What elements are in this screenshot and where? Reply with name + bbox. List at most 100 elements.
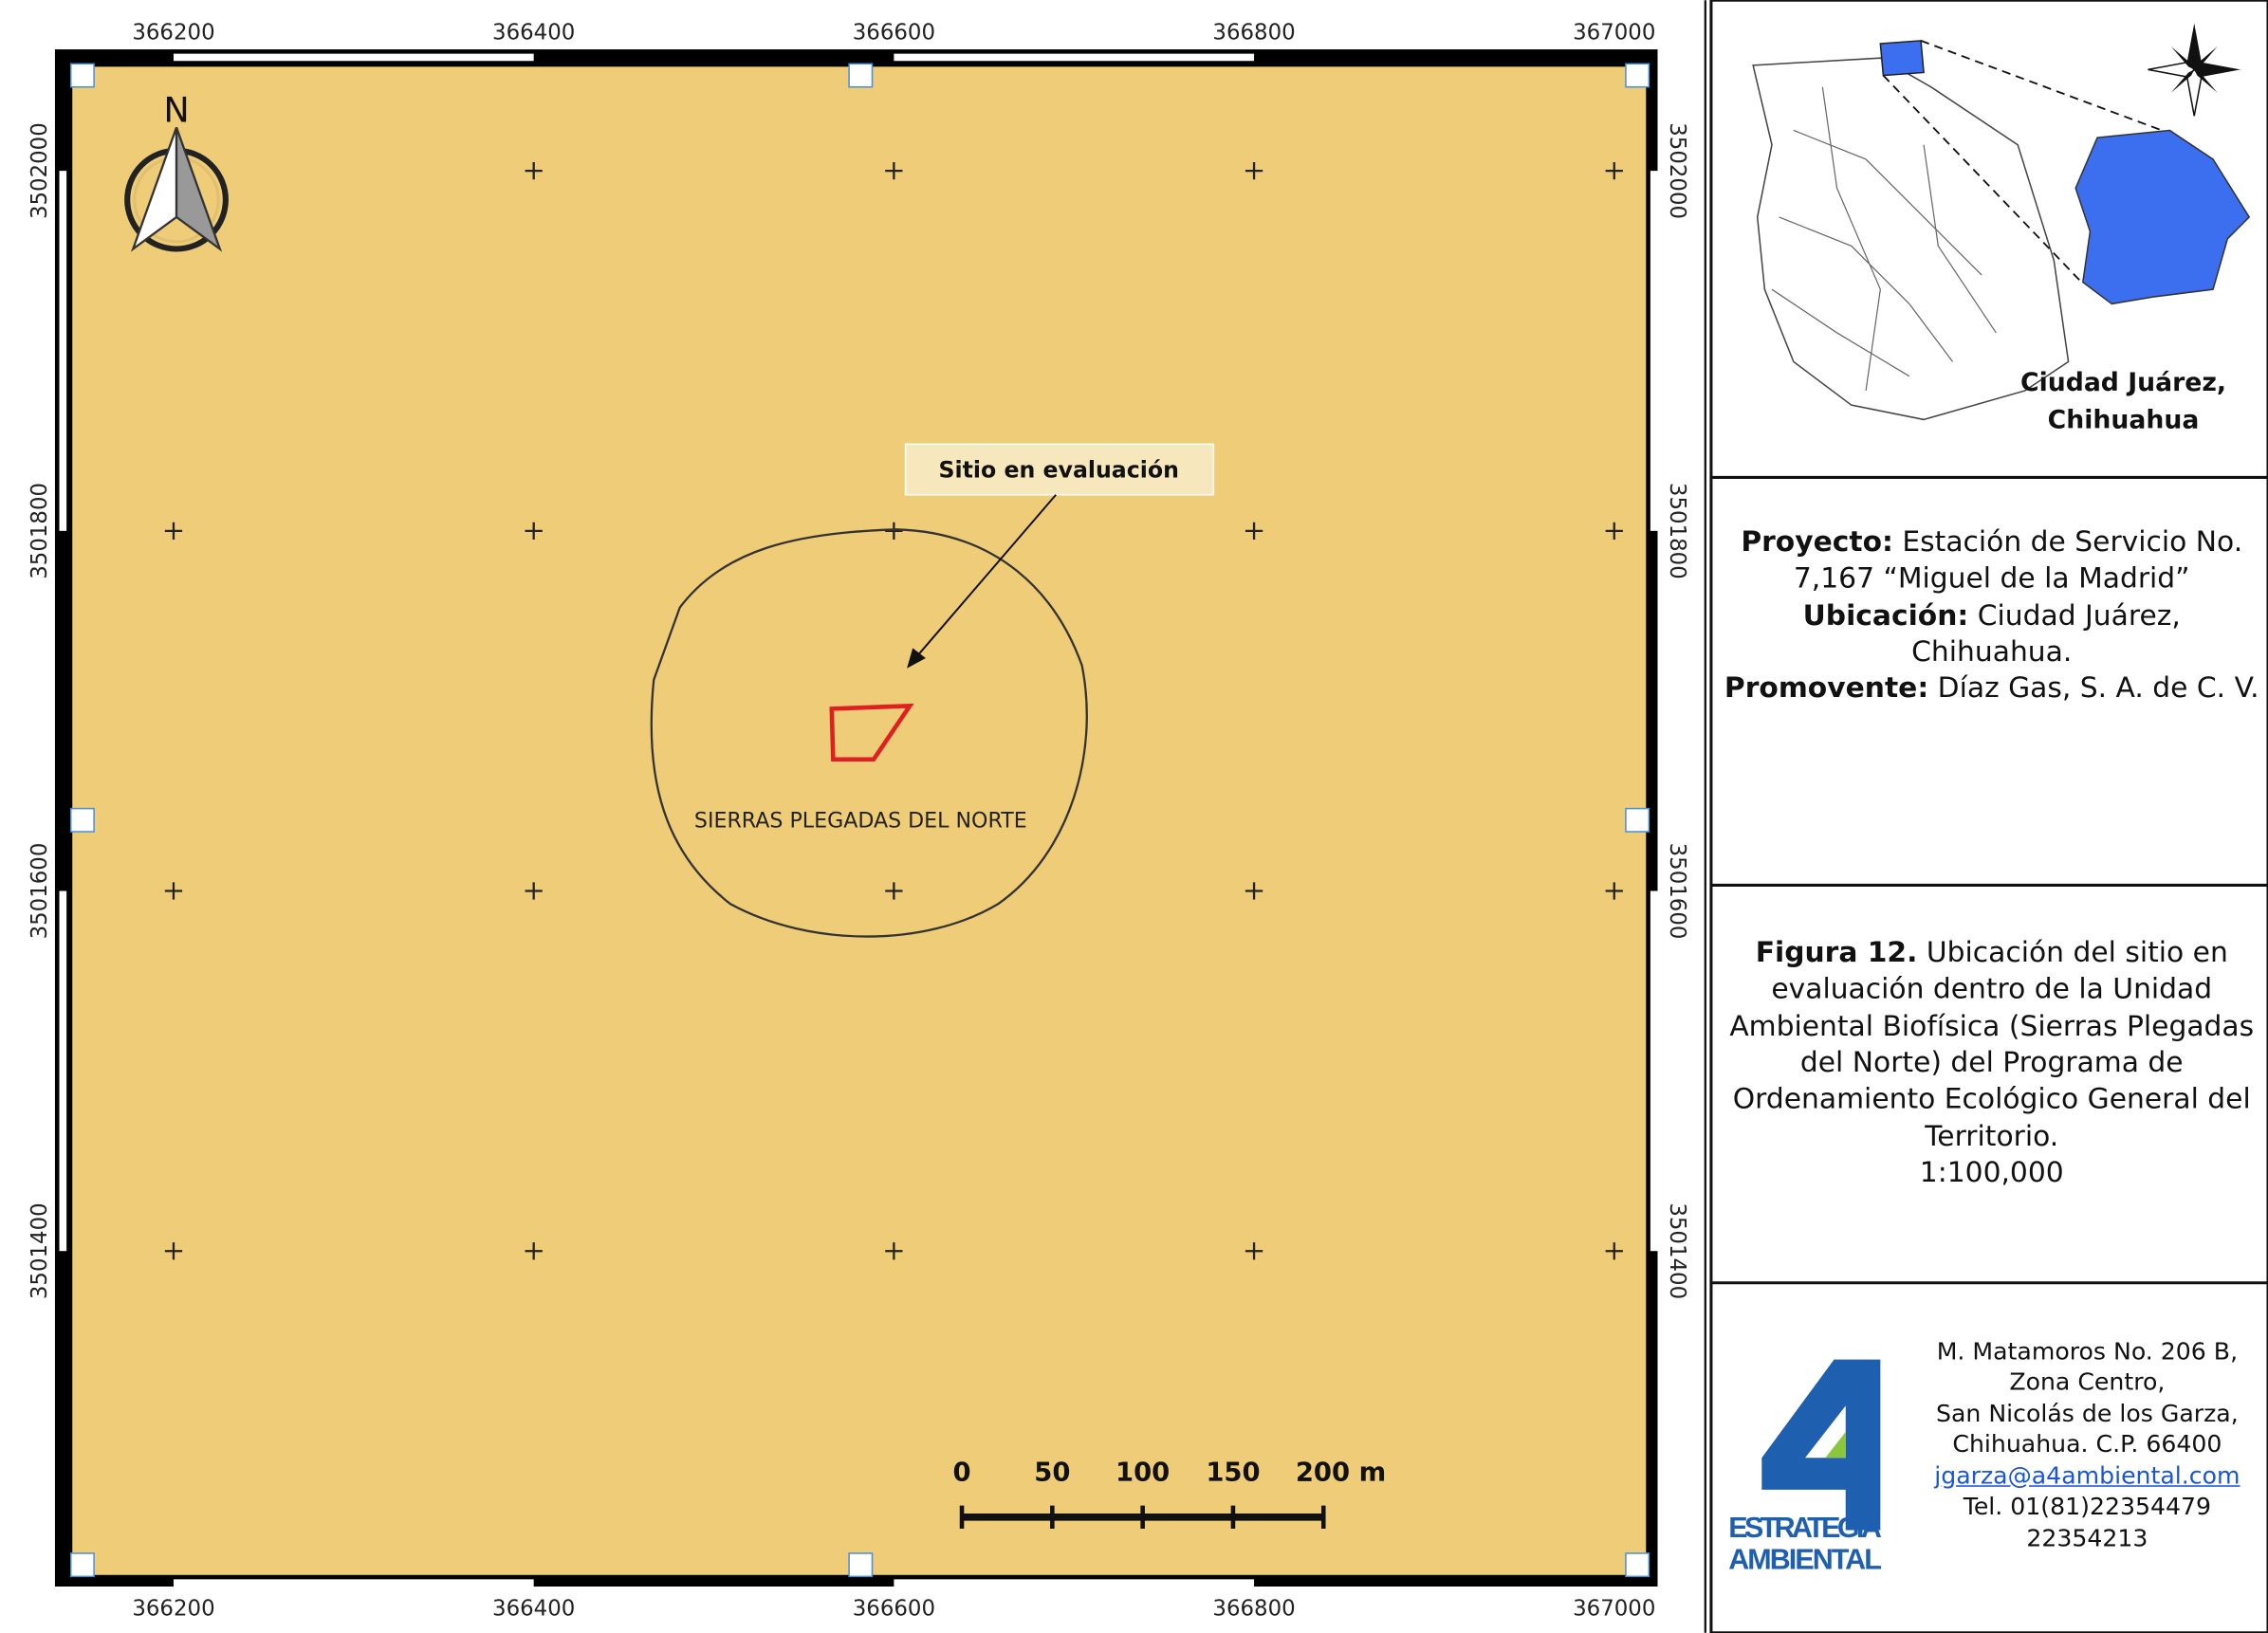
x-coord-label: 366600	[853, 20, 935, 45]
frame-segment	[894, 53, 1255, 62]
frame-marker	[69, 63, 95, 88]
phone-line: Tel. 01(81)22354479	[1963, 1493, 2212, 1521]
figure-label: Figura 12.	[1755, 935, 1918, 969]
project-label: Proyecto:	[1741, 524, 1893, 559]
figure-box: Figura 12. Ubicación del sitio en evalua…	[1719, 934, 2265, 1191]
frame-marker	[69, 807, 95, 833]
scale-label: 0	[952, 1459, 970, 1488]
email-line: jgarza@a4ambiental.com	[1907, 1460, 2268, 1492]
x-coord-label: 367000	[1573, 1596, 1655, 1621]
address-box: M. Matamoros No. 206 B,Zona Centro, San N…	[1907, 1336, 2268, 1553]
x-coord-label: 366600	[853, 1596, 935, 1621]
grid-cross	[1605, 1242, 1623, 1260]
scale-bar: 0 50 100 150 200 m	[952, 1459, 1386, 1529]
location-value: Ciudad Juárez, Chihuahua.	[1911, 598, 2181, 669]
grid-cross	[885, 522, 903, 540]
scale-label: 150	[1206, 1459, 1260, 1488]
address-line: Zona Centro,	[2009, 1368, 2166, 1397]
frame-segment	[173, 53, 534, 62]
project-box: Proyecto: Estación de Servicio No. 7,167…	[1719, 523, 2265, 706]
x-coord-label: 366800	[1212, 20, 1295, 45]
frame-marker	[1625, 1552, 1650, 1578]
grid-cross	[1605, 882, 1623, 900]
grid-cross	[1605, 161, 1623, 180]
address: M. Matamoros No. 206 B, Zona Centro, San N…	[1907, 1336, 2268, 1553]
phone-line: 22354213	[2026, 1523, 2148, 1551]
inset-label: Ciudad Juárez,	[2020, 368, 2226, 397]
x-coord-label: 366400	[492, 20, 575, 45]
figure-caption: Ubicación del sitio en evaluación dentro…	[1729, 935, 2255, 1153]
y-coord-label: 3501400	[28, 1202, 52, 1299]
email-link[interactable]: jgarza@a4ambiental.com	[1934, 1461, 2240, 1490]
grid-cross	[885, 1242, 903, 1260]
grid-cross	[525, 1242, 543, 1260]
location-label: Ubicación:	[1802, 598, 1969, 633]
frame-segment	[1650, 171, 1658, 531]
project-value: Estación de Servicio No. 7,167 “Miguel d…	[1793, 524, 2243, 596]
frame-marker	[1625, 807, 1650, 833]
grid-cross	[164, 522, 183, 540]
logo-text: AMBIENTAL	[1728, 1544, 1882, 1576]
logo: ESTRATEGIA AMBIENTAL	[1728, 1359, 1882, 1576]
grid-cross	[885, 882, 903, 900]
frame-segment	[59, 171, 67, 531]
promoter-label: Promovente:	[1724, 671, 1929, 706]
site-label: Sitio en evaluación	[939, 456, 1179, 483]
frame-segment	[1650, 890, 1658, 1252]
grid-crosses	[164, 161, 1623, 1260]
zone-boundary	[650, 528, 1088, 938]
frame-segment	[59, 890, 67, 1252]
site-arrow	[913, 494, 1057, 661]
site-label-box	[904, 443, 1215, 496]
y-coord-label: 3502000	[1665, 122, 1689, 219]
north-arrow: N	[124, 89, 229, 252]
frame-marker	[848, 63, 874, 88]
promoter-value: Díaz Gas, S. A. de C. V.	[1937, 671, 2259, 706]
north-label: N	[163, 89, 189, 130]
grid-cross	[164, 1242, 183, 1260]
y-coord-label: 3502000	[28, 122, 52, 219]
y-coord-label: 3501400	[1665, 1202, 1689, 1299]
map-area	[72, 66, 1647, 1575]
y-coord-label: 3501800	[28, 483, 52, 579]
x-coord-label: 367000	[1573, 20, 1655, 45]
grid-cross	[164, 882, 183, 900]
inset-label: Chihuahua	[2048, 406, 2200, 435]
frame-marker	[848, 1552, 874, 1578]
x-coord-label: 366400	[492, 1596, 575, 1621]
x-coord-label: 366200	[132, 1596, 214, 1621]
scale-label: 200 m	[1296, 1459, 1386, 1488]
figure-scale: 1:100,000	[1919, 1155, 2064, 1189]
grid-cross	[525, 161, 543, 180]
grid-cross	[1245, 1242, 1263, 1260]
site-polygon	[829, 703, 914, 762]
grid-cross	[1245, 522, 1263, 540]
x-coord-label: 366200	[132, 20, 214, 45]
frame-segments	[59, 53, 1658, 1587]
frame-segment	[894, 1579, 1255, 1587]
project-text: Proyecto: Estación de Servicio No. 7,167…	[1719, 523, 2265, 706]
y-coord-label: 3501600	[28, 843, 52, 940]
scale-label: 100	[1116, 1459, 1170, 1488]
address-line: M. Matamoros No. 206 B,	[1936, 1337, 2239, 1366]
x-coord-label: 366800	[1212, 1596, 1295, 1621]
frame-marker	[1625, 63, 1650, 88]
figure-text: Figura 12. Ubicación del sitio en evalua…	[1719, 934, 2265, 1191]
coordinates: 366200 366200 366400 366400 366600 366600 3668…	[28, 20, 1689, 1621]
y-coord-label: 3501600	[1665, 843, 1689, 940]
logo-text: ESTRATEGIA	[1728, 1512, 1882, 1544]
zone-label: SIERRAS PLEGADAS DEL NORTE	[694, 808, 1027, 833]
scale-label: 50	[1034, 1459, 1070, 1488]
y-coord-label: 3501800	[1665, 483, 1689, 579]
address-line: San Nicolás de los Garza,	[1936, 1400, 2239, 1428]
address-line: Chihuahua. C.P. 66400	[1952, 1430, 2222, 1459]
grid-cross	[1245, 882, 1263, 900]
frame-marker	[69, 1552, 95, 1578]
frame-segment	[173, 1579, 534, 1587]
inset-map: Ciudad Juárez, Chihuahua	[1752, 23, 2251, 435]
grid-cross	[1605, 522, 1623, 540]
grid-cross	[525, 882, 543, 900]
grid-cross	[1245, 161, 1263, 180]
